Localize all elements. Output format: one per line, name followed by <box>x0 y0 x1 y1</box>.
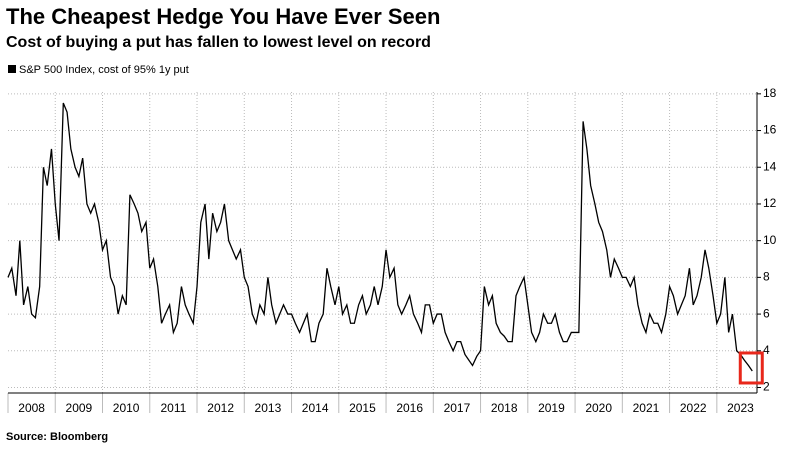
x-tick-label: 2023 <box>727 401 754 415</box>
x-tick-label: 2019 <box>538 401 565 415</box>
highlight-box <box>738 351 764 385</box>
y-tick-label: 12 <box>763 196 777 210</box>
data-line <box>7 102 753 372</box>
legend-label: S&P 500 Index, cost of 95% 1y put <box>19 64 189 76</box>
y-tick-label: 14 <box>763 159 777 173</box>
y-tick-label: 2 <box>763 380 770 394</box>
x-tick-label: 2011 <box>160 401 186 415</box>
x-tick-label: 2016 <box>396 401 423 415</box>
x-tick-label: 2017 <box>444 401 471 415</box>
x-tick-label: 2021 <box>633 401 660 415</box>
y-tick-label: 18 <box>763 86 777 100</box>
x-tick-label: 2015 <box>349 401 376 415</box>
x-tick-label: 2018 <box>491 401 518 415</box>
x-tick-label: 2008 <box>18 401 45 415</box>
y-tick-label: 8 <box>763 270 770 284</box>
y-tick-label: 16 <box>763 123 777 137</box>
legend-swatch <box>8 65 16 73</box>
y-tick-label: 4 <box>763 343 770 357</box>
y-tick-label: 6 <box>763 306 770 320</box>
x-tick-label: 2013 <box>255 401 282 415</box>
x-tick-label: 2014 <box>302 401 329 415</box>
chart-subtitle: Cost of buying a put has fallen to lowes… <box>6 34 431 51</box>
chart-title: The Cheapest Hedge You Have Ever Seen <box>6 4 440 29</box>
y-tick-label: 10 <box>763 233 777 247</box>
source: Source: Bloomberg <box>6 431 108 443</box>
x-tick-label: 2012 <box>207 401 234 415</box>
x-tick-label: 2010 <box>113 401 140 415</box>
x-tick-label: 2020 <box>585 401 612 415</box>
x-tick-label: 2009 <box>66 401 93 415</box>
x-tick-label: 2022 <box>680 401 707 415</box>
